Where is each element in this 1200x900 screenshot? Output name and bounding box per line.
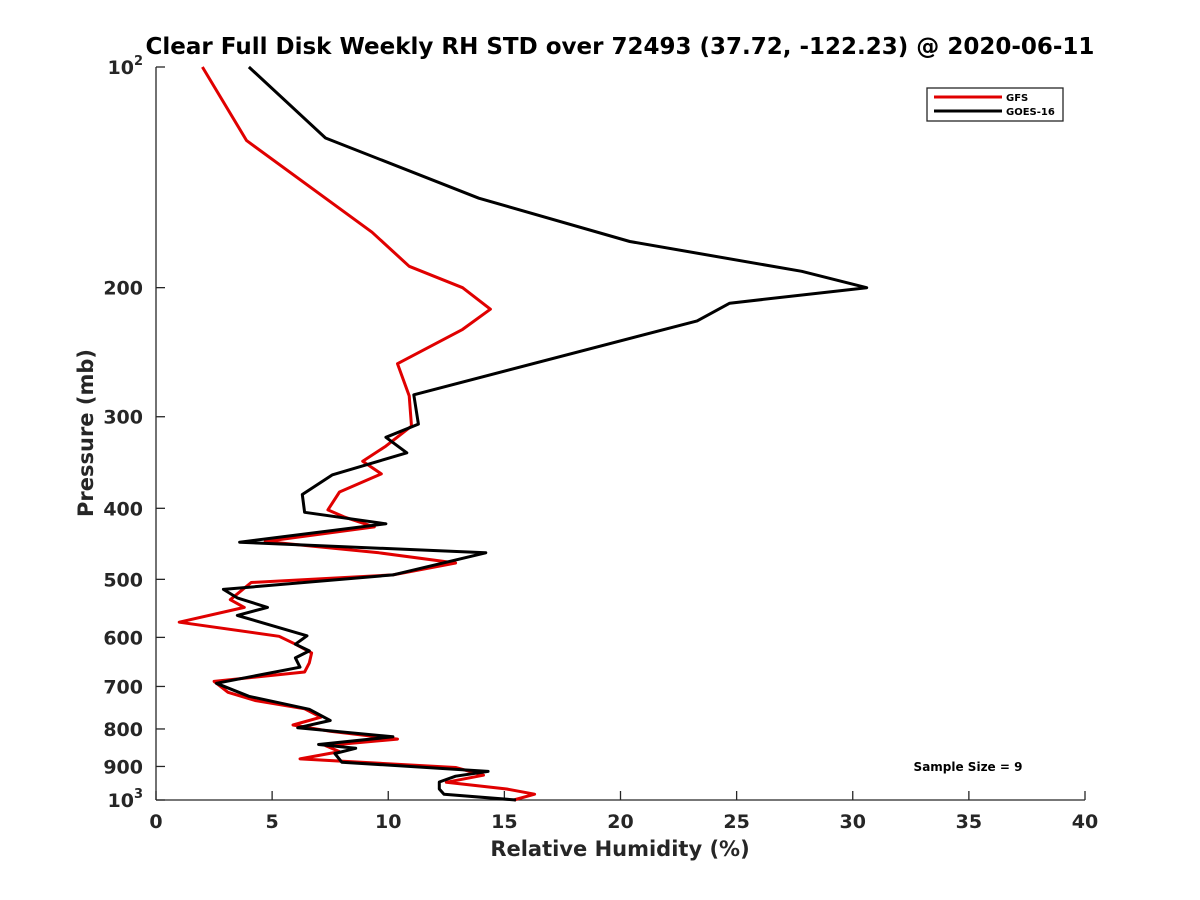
series-layer — [177, 65, 869, 802]
x-tick-label: 5 — [266, 811, 279, 833]
x-axis-label: Relative Humidity (%) — [490, 837, 749, 861]
x-tick-label: 40 — [1072, 811, 1098, 833]
series-line-gfs — [177, 66, 537, 802]
x-tick-label: 15 — [491, 811, 517, 833]
y-tick-label: 400 — [103, 498, 143, 520]
x-tick-label: 0 — [149, 811, 162, 833]
sample-size-annotation: Sample Size = 9 — [914, 760, 1023, 774]
legend-box — [926, 87, 1064, 122]
y-tick-label: 900 — [103, 756, 143, 778]
legend: GFS GOES-16 — [926, 87, 1064, 122]
y-tick-label: 200 — [103, 278, 143, 300]
x-tick-label: 20 — [607, 811, 633, 833]
y-tick-label-base: 10 — [108, 57, 134, 79]
y-axis-label: Pressure (mb) — [74, 349, 98, 517]
y-tick-label: 300 — [103, 407, 143, 429]
y-tick-label: 500 — [103, 569, 143, 591]
y-tick-label: 700 — [103, 676, 143, 698]
x-axis-ticks: 0 5 10 15 20 25 30 35 40 — [149, 791, 1098, 833]
y-tick-label-base: 10 — [108, 790, 134, 812]
series-line-goes-16 — [214, 65, 869, 802]
y-tick-label-exponent: 2 — [134, 54, 143, 69]
y-tick-label: 800 — [103, 719, 143, 741]
x-tick-label: 25 — [723, 811, 749, 833]
y-tick-label: 103 — [108, 787, 144, 812]
chart-title: Clear Full Disk Weekly RH STD over 72493… — [146, 34, 1095, 60]
legend-label-goes16: GOES-16 — [1006, 107, 1055, 118]
y-tick-label-exponent: 3 — [134, 787, 143, 802]
x-tick-label: 30 — [840, 811, 866, 833]
y-tick-label: 600 — [103, 627, 143, 649]
legend-label-gfs: GFS — [1006, 93, 1028, 104]
y-tick-label: 102 — [108, 54, 144, 79]
x-tick-label: 35 — [956, 811, 982, 833]
x-tick-label: 10 — [375, 811, 401, 833]
